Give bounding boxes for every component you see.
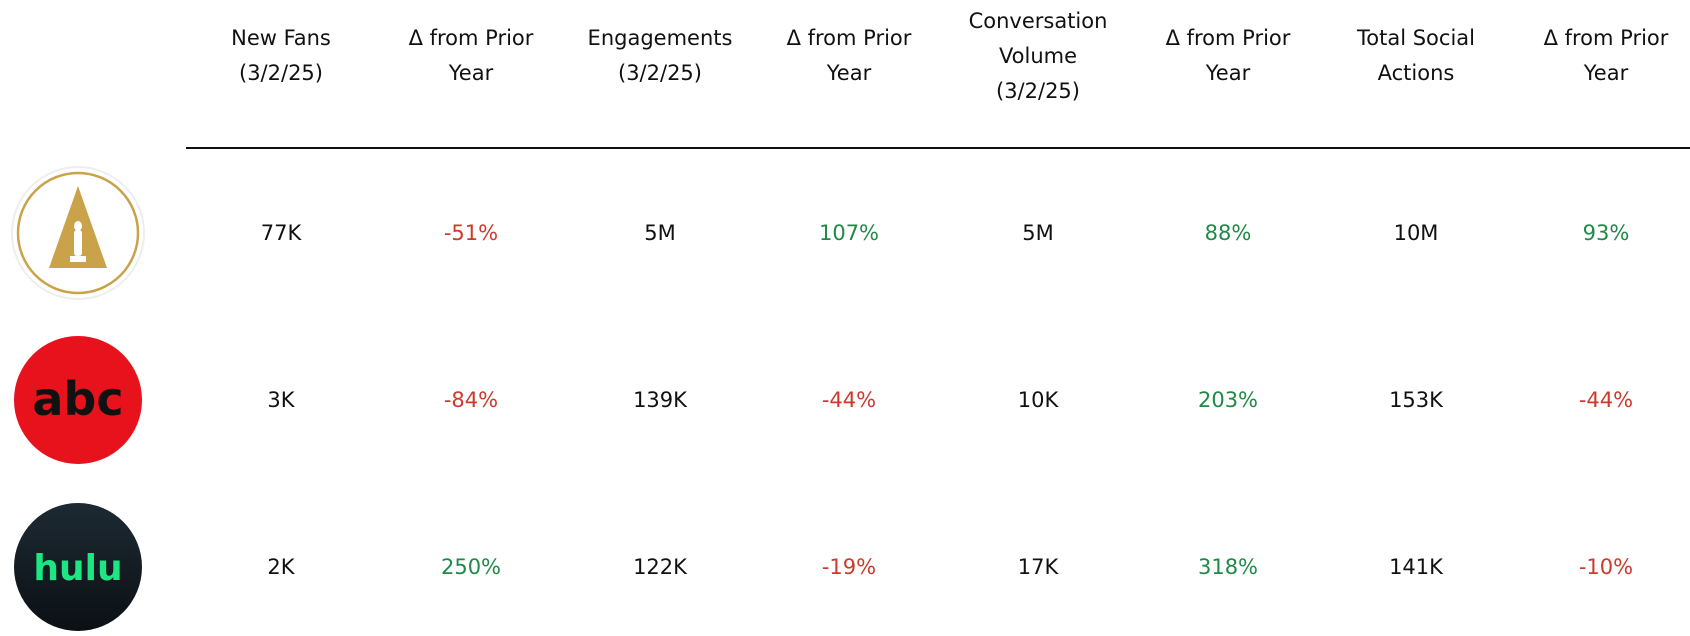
delta-cell: 93% <box>1582 221 1630 245</box>
delta-cell: -84% <box>443 388 499 412</box>
value-cell: 17K <box>1017 555 1059 579</box>
value-cell: 5M <box>1022 221 1054 245</box>
value-cell: 153K <box>1389 388 1443 412</box>
column-header-line: (3/2/25) <box>618 61 702 85</box>
delta-cell: -51% <box>443 221 499 245</box>
column-header-line: New Fans <box>231 26 331 50</box>
hulu-logo: hulu <box>14 503 142 631</box>
column-header-line: Δ from Prior <box>786 26 912 50</box>
column-header-line: Δ from Prior <box>1543 26 1669 50</box>
column-header: Total Social Actions <box>1326 0 1506 112</box>
value-cell: 77K <box>260 221 302 245</box>
column-header: Δ from Prior Year <box>1138 0 1318 112</box>
oscars-logo <box>11 166 145 300</box>
delta-cell: -44% <box>1578 388 1634 412</box>
delta-cell: 88% <box>1204 221 1252 245</box>
column-header-line: Δ from Prior <box>408 26 534 50</box>
hulu-logo-text: hulu <box>33 548 122 589</box>
value-cell: 10M <box>1393 221 1439 245</box>
delta-cell: 107% <box>818 221 880 245</box>
delta-cell: 250% <box>440 555 502 579</box>
column-header-line: Year <box>826 61 872 85</box>
column-header-line: Year <box>448 61 494 85</box>
value-cell: 5M <box>644 221 676 245</box>
column-header-line: Engagements <box>587 26 733 50</box>
abc-logo-text: abc <box>32 372 123 426</box>
column-header-line: Year <box>1583 61 1629 85</box>
column-header-line: Actions <box>1377 61 1455 85</box>
column-header-line: Year <box>1205 61 1251 85</box>
column-header: Δ from Prior Year <box>1516 0 1690 112</box>
abc-logo: abc <box>14 336 142 464</box>
column-header-line: (3/2/25) <box>239 61 323 85</box>
value-cell: 2K <box>267 555 295 579</box>
delta-cell: -44% <box>821 388 877 412</box>
column-header: Δ from Prior Year <box>381 0 561 112</box>
column-header: Engagements (3/2/25) <box>570 0 750 112</box>
column-header: Δ from Prior Year <box>759 0 939 112</box>
value-cell: 122K <box>633 555 687 579</box>
column-header-line: Δ from Prior <box>1165 26 1291 50</box>
delta-cell: -10% <box>1578 555 1634 579</box>
column-header-line: Total Social <box>1357 26 1475 50</box>
column-header: New Fans (3/2/25) <box>191 0 371 112</box>
delta-cell: -19% <box>821 555 877 579</box>
column-header: Conversation Volume (3/2/25) <box>948 0 1128 112</box>
delta-cell: 318% <box>1197 555 1259 579</box>
column-header-line: Conversation <box>968 8 1108 33</box>
header-rule <box>186 147 1690 149</box>
value-cell: 3K <box>267 388 295 412</box>
delta-cell: 203% <box>1197 388 1259 412</box>
column-header-line: Volume <box>998 43 1078 68</box>
value-cell: 139K <box>633 388 687 412</box>
value-cell: 141K <box>1389 555 1443 579</box>
column-header-line: (3/2/25) <box>996 78 1080 103</box>
value-cell: 10K <box>1017 388 1059 412</box>
